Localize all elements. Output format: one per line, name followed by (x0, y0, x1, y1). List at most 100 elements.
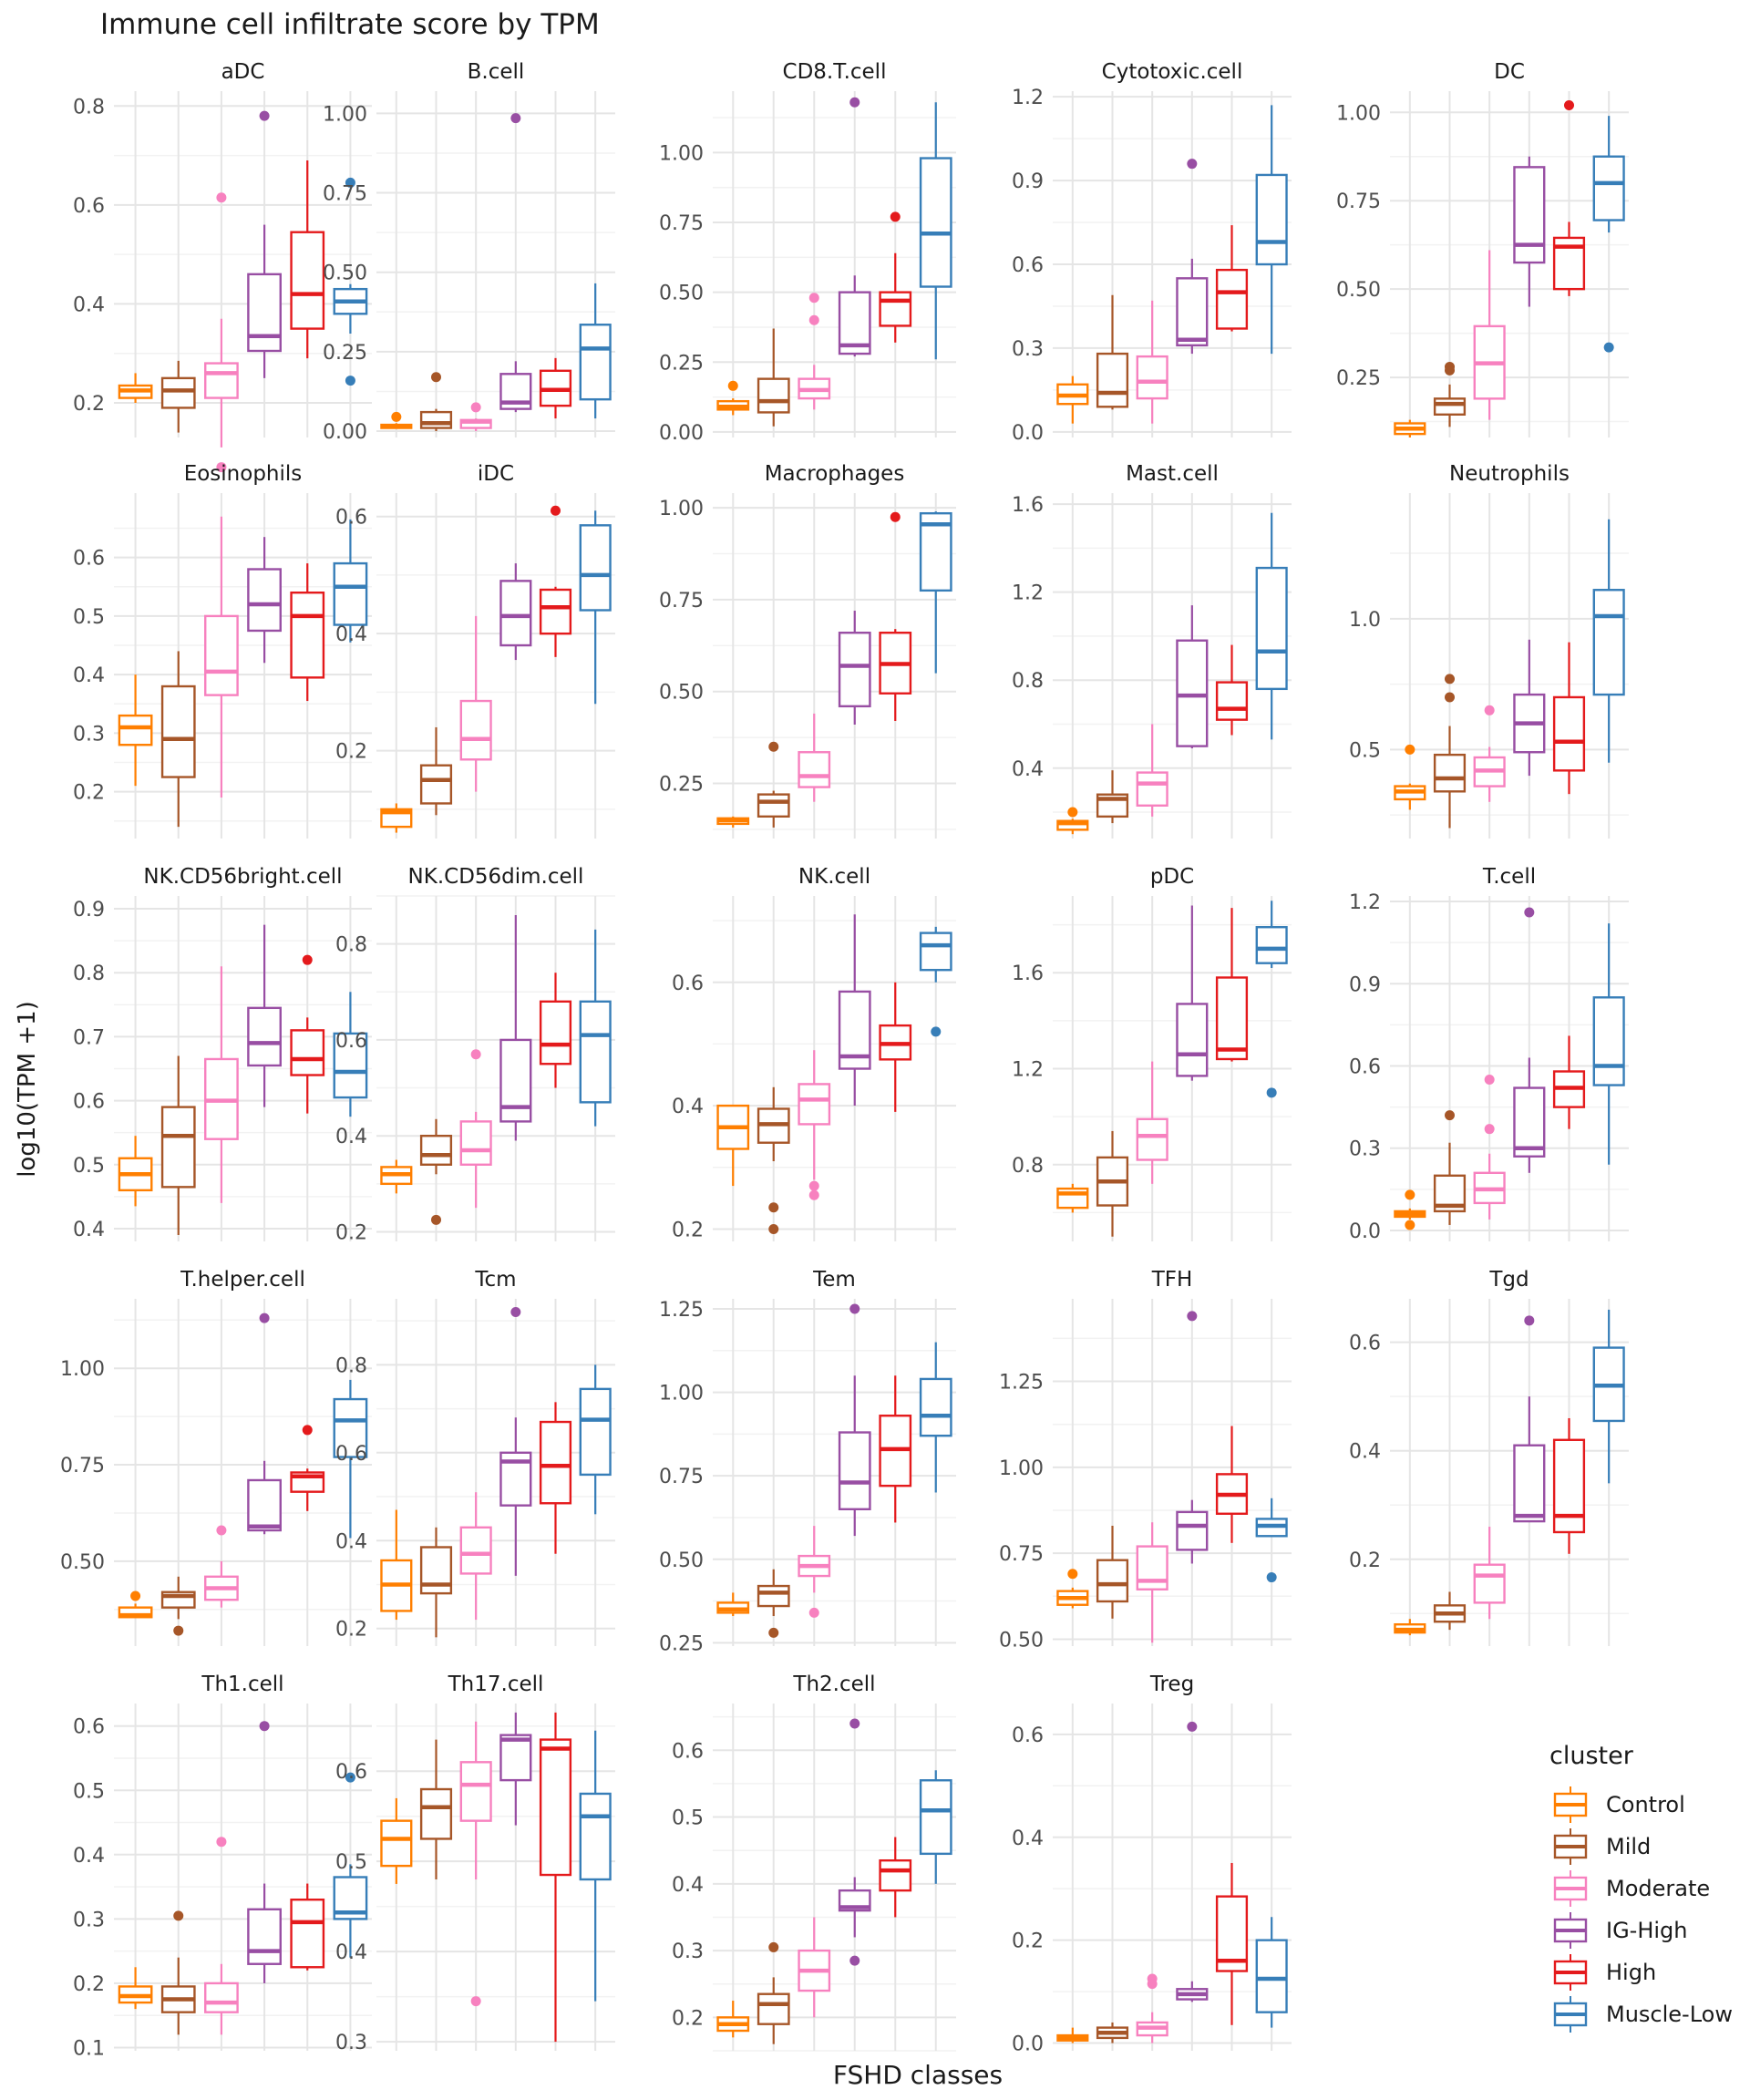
y-tick-label: 0.50 (323, 262, 367, 285)
legend-label: Mild (1606, 1834, 1651, 1859)
outlier-point (431, 1214, 441, 1225)
facet-panel: 0.1 0.2 0.3 0.4 0.5 0.6 Th1.cell (73, 1673, 372, 2060)
panel-title: Tem (812, 1268, 856, 1292)
box-moderate (1473, 1527, 1506, 1620)
box-mild (757, 1941, 790, 2044)
box-ig-high (1176, 1721, 1209, 2002)
outlier-point (1405, 1220, 1415, 1230)
y-tick-label: 0.5 (1349, 739, 1381, 762)
outlier-point (551, 505, 561, 516)
y-tick-label: 1.00 (659, 498, 704, 520)
outlier-point (259, 1312, 270, 1323)
outlier-point (768, 1202, 779, 1213)
box-iqr (1215, 681, 1249, 721)
box-high (539, 973, 572, 1088)
box-mild (160, 651, 196, 828)
box-iqr (798, 1083, 831, 1126)
box-control (716, 2001, 750, 2038)
box-high (290, 954, 325, 1114)
box-muscle-low (1255, 1917, 1288, 2028)
box-iqr (204, 614, 239, 696)
y-tick-label: 0.6 (672, 973, 704, 995)
outlier-point (1405, 744, 1415, 755)
y-tick-label: 0.5 (73, 606, 105, 629)
outlier-point (470, 1996, 481, 2007)
box-iqr (1176, 1003, 1209, 1077)
box-iqr (757, 377, 790, 414)
outlier-point (768, 1223, 779, 1234)
box-iqr (1552, 1438, 1586, 1534)
box-moderate (459, 615, 492, 792)
box-high (1215, 644, 1249, 736)
box-control (118, 1590, 153, 1619)
y-tick-label: 1.2 (1012, 582, 1044, 605)
outlier-point (1564, 100, 1574, 111)
box-iqr (539, 1738, 572, 1877)
box-ig-high (1176, 159, 1209, 355)
box-ig-high (1513, 907, 1546, 1173)
box-muscle-low (1255, 512, 1288, 740)
y-tick-label: 0.75 (1336, 190, 1381, 213)
outlier-point (1445, 692, 1455, 703)
panel-title: Macrophages (765, 462, 905, 486)
panel-title: TFH (1151, 1268, 1193, 1292)
box-ig-high (247, 1721, 282, 1983)
outlier-point (890, 211, 901, 222)
box-high (879, 211, 912, 343)
box-control (380, 1797, 413, 1884)
facet-panel: 0.25 0.50 0.75 1.00 DC (1336, 60, 1629, 438)
outlier-point (849, 1718, 860, 1729)
y-tick-label: 0.6 (1012, 1724, 1044, 1747)
box-mild (419, 1739, 453, 1879)
y-tick-label: 1.25 (659, 1299, 704, 1322)
box-iqr (1255, 1939, 1288, 2013)
y-tick-label: 0.4 (335, 1530, 367, 1553)
box-iqr (499, 1038, 532, 1123)
outlier-point (510, 1306, 521, 1317)
y-tick-label: 0.4 (1012, 1827, 1044, 1850)
facet-panel: 0.25 0.50 0.75 1.00 Macrophages (659, 462, 956, 839)
y-tick-label: 0.6 (1012, 254, 1044, 277)
y-tick-label: 0.25 (323, 342, 367, 365)
box-iqr (380, 1819, 413, 1868)
y-tick-label: 0.9 (1012, 170, 1044, 193)
facet-panel: 0.4 0.8 1.2 1.6 Mast.cell (1012, 462, 1292, 839)
box-mild (419, 372, 453, 432)
box-moderate (459, 1492, 492, 1621)
y-tick-label: 0.9 (1349, 973, 1381, 996)
box-iqr (1513, 1086, 1546, 1158)
box-iqr (333, 1397, 368, 1458)
outlier-point (302, 954, 313, 965)
outlier-point (1603, 342, 1614, 353)
y-tick-label: 0.6 (335, 507, 367, 530)
outlier-point (890, 511, 901, 522)
panel-title: Neutrophils (1449, 462, 1570, 486)
panel-title: Treg (1149, 1673, 1194, 1696)
box-iqr (1513, 1444, 1546, 1523)
box-iqr (1552, 695, 1586, 772)
y-tick-label: 0.5 (335, 1851, 367, 1874)
outlier-point (1484, 1075, 1495, 1086)
y-tick-label: 0.2 (73, 1973, 105, 1996)
box-iqr (919, 1377, 952, 1437)
box-iqr (247, 1478, 282, 1532)
box-muscle-low (579, 510, 612, 705)
y-tick-label: 0.50 (1336, 279, 1381, 302)
legend-label: High (1606, 1960, 1656, 1985)
box-control (1056, 1569, 1089, 1609)
y-tick-label: 0.2 (335, 1221, 367, 1244)
panel-title: Cytotoxic.cell (1102, 60, 1243, 84)
outlier-point (302, 1425, 313, 1436)
box-iqr (757, 1584, 790, 1608)
y-tick-label: 1.00 (999, 1457, 1044, 1480)
outlier-point (259, 110, 270, 121)
facet-panel: 0.5 1.0 Neutrophils (1349, 462, 1629, 839)
box-iqr (539, 1420, 572, 1505)
box-high (1552, 642, 1586, 795)
y-tick-label: 0.25 (1336, 367, 1381, 390)
box-control (118, 1967, 153, 2010)
facet-panel: 0.0 0.2 0.4 0.6 Treg (1012, 1673, 1292, 2056)
box-moderate (798, 293, 831, 410)
y-tick-label: 0.3 (73, 723, 105, 746)
panel-title: pDC (1150, 865, 1194, 889)
